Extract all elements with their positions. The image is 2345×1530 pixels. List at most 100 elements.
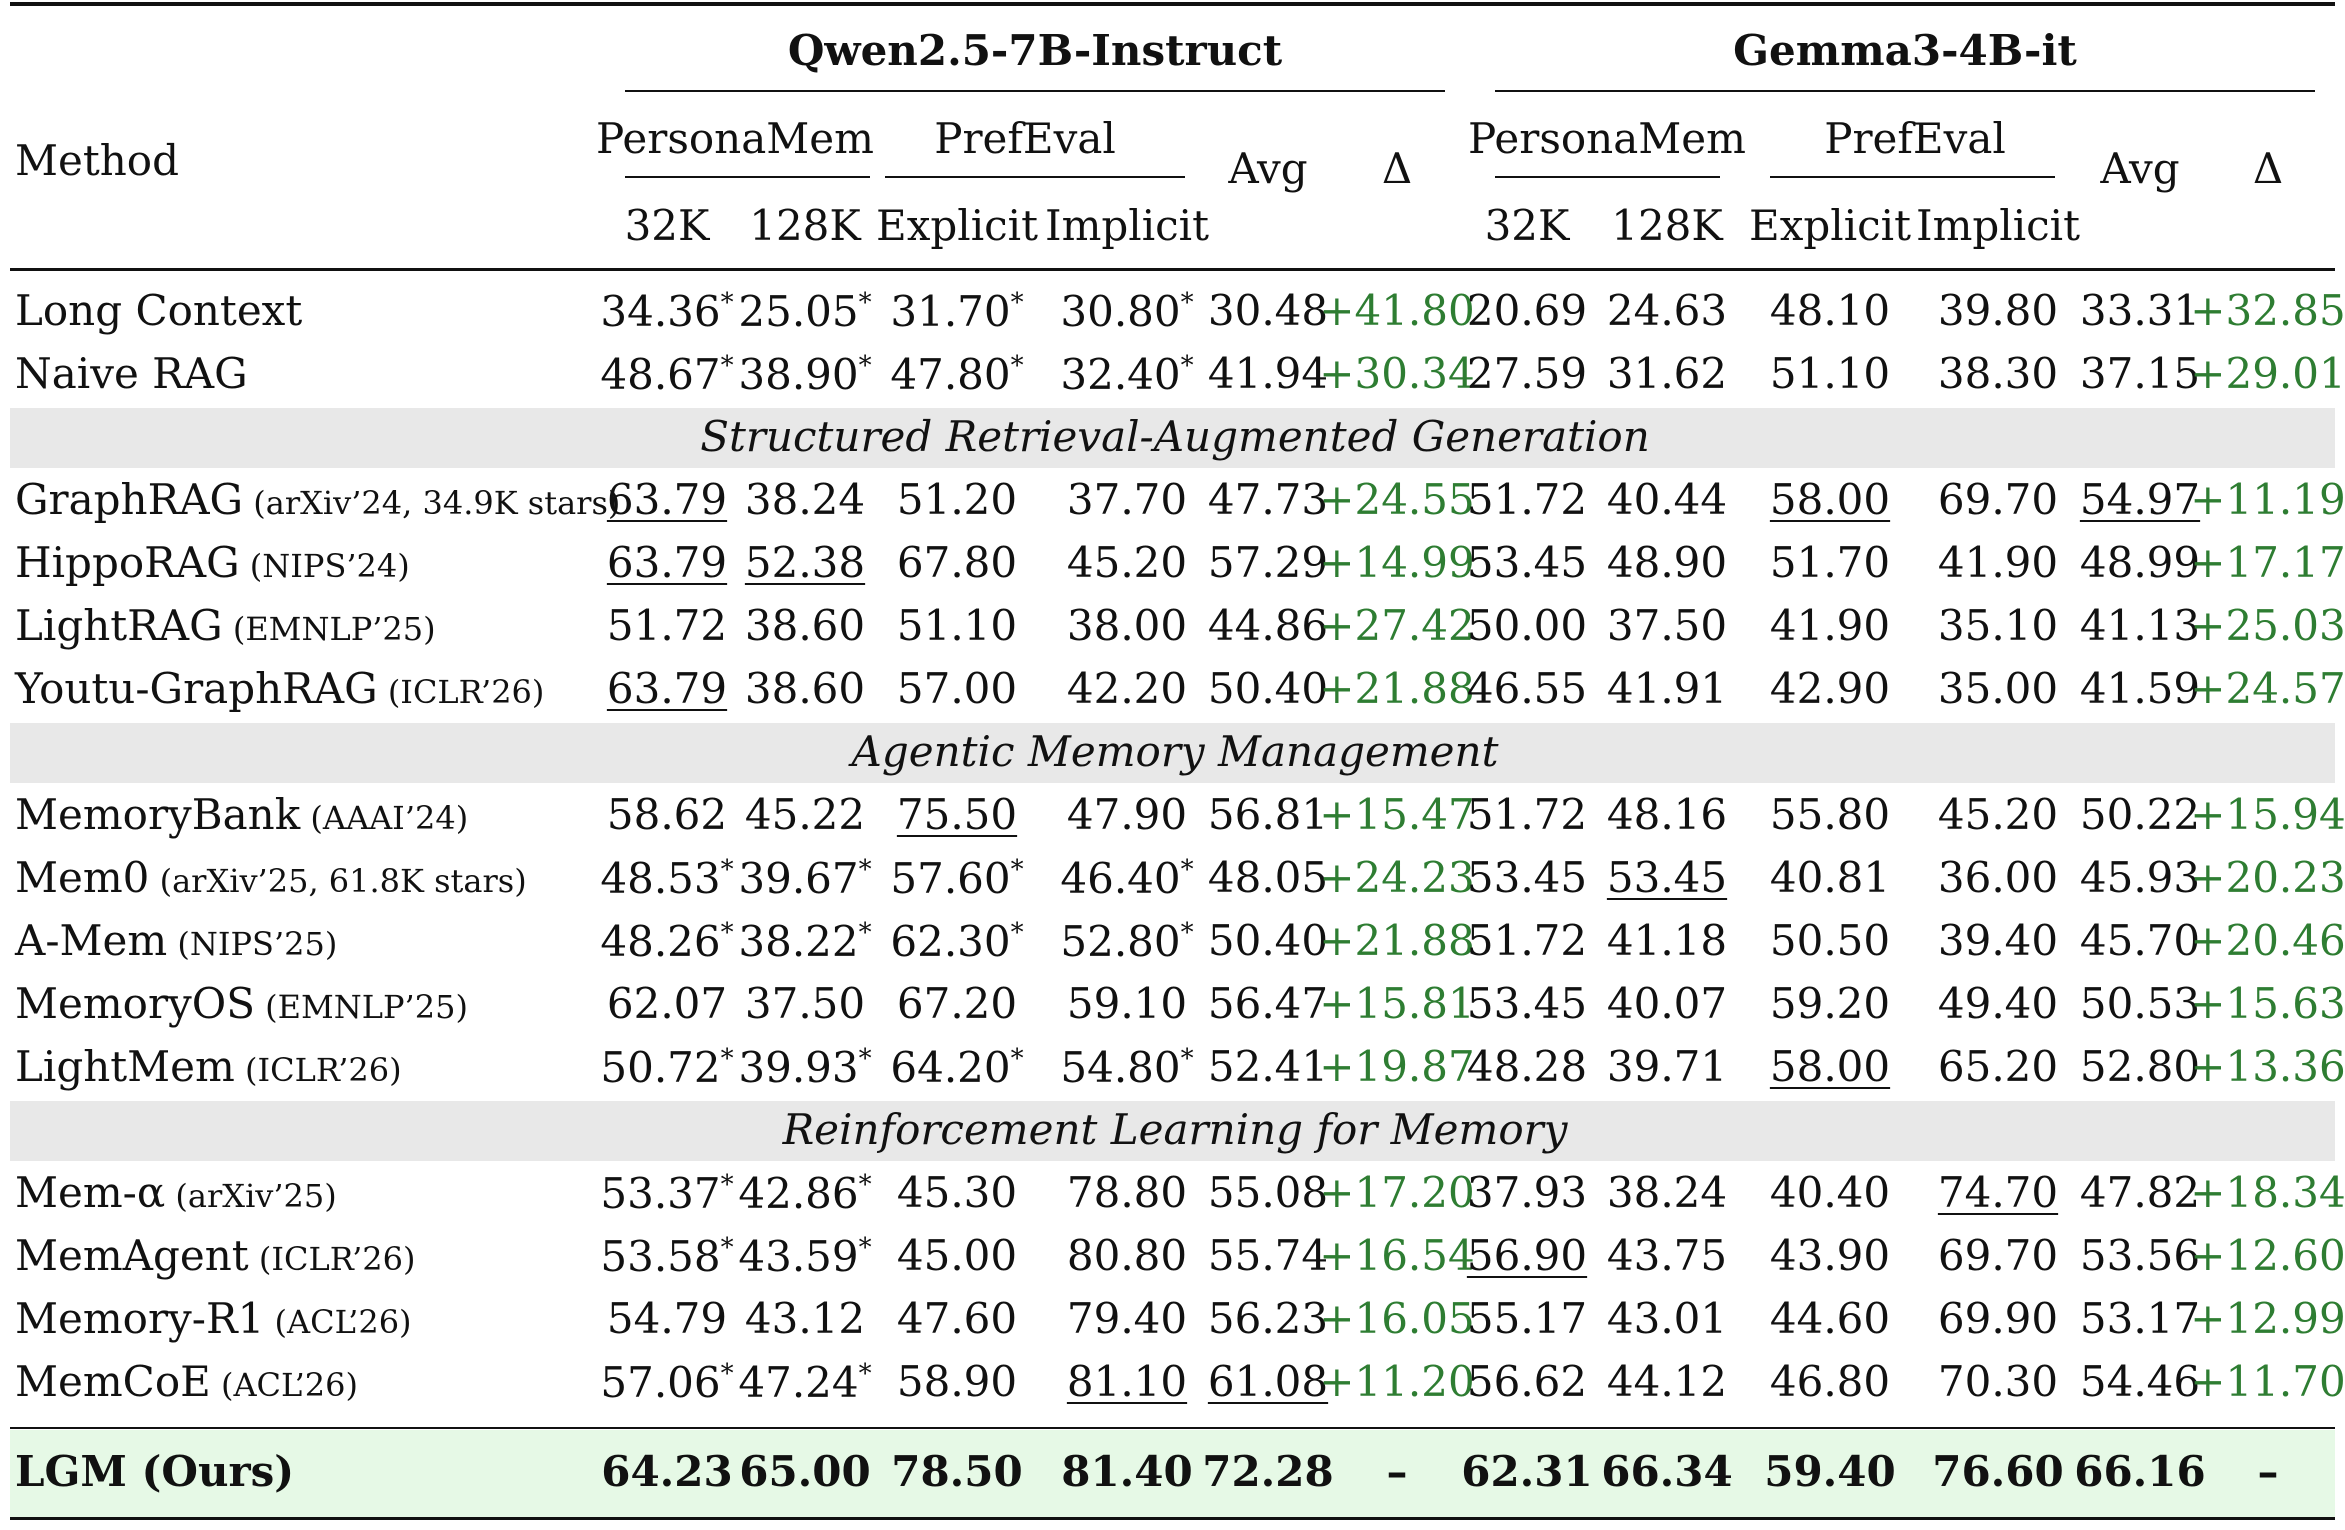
table-cell: 48.16 <box>1607 794 1727 836</box>
method-source: (ACL’26) <box>264 1303 412 1341</box>
method-source: (ICLR’26) <box>234 1051 402 1089</box>
table-cell: 40.07 <box>1607 983 1727 1025</box>
cell-value: 41.94 <box>1207 349 1329 398</box>
method-name: HippoRAG (NIPS’24) <box>15 538 410 587</box>
table-cell: +21.88 <box>1319 668 1474 710</box>
cell-value: 41.91 <box>1606 664 1728 713</box>
cell-value: 37.50 <box>1606 601 1728 650</box>
table-cell: 69.70 <box>1938 1235 2058 1277</box>
table-cell: 53.56 <box>2080 1235 2200 1277</box>
table-cell: 47.90 <box>1067 794 1187 836</box>
ours-cell: – <box>2257 1447 2279 1496</box>
cell-value: 45.30 <box>896 1168 1018 1217</box>
cell-value: 44.12 <box>1606 1357 1728 1406</box>
table-cell: 35.00 <box>1938 668 2058 710</box>
table-cell: 41.18 <box>1607 920 1727 962</box>
table-cell: 39.71 <box>1607 1046 1727 1088</box>
cell-value: 45.20 <box>1066 538 1188 587</box>
cell-value: 51.10 <box>1769 349 1891 398</box>
cell-value: 45.00 <box>896 1231 1018 1280</box>
cell-value: 35.00 <box>1937 664 2059 713</box>
cell-value: 35.10 <box>1937 601 2059 650</box>
cell-value: +20.46 <box>2190 916 2345 965</box>
cell-value: 63.79 <box>606 475 728 524</box>
table-cell: 45.20 <box>1938 794 2058 836</box>
table-cell: 33.31 <box>2080 290 2200 332</box>
table-cell: 46.55 <box>1467 668 1587 710</box>
table-cell: 39.40 <box>1938 920 2058 962</box>
cell-value: 57.29 <box>1207 538 1329 587</box>
table-cell: 75.50 <box>897 794 1017 836</box>
table-cell: +41.80 <box>1319 290 1474 332</box>
star-mark: * <box>1180 288 1194 318</box>
cell-value: 48.28 <box>1466 1042 1588 1091</box>
cell-value: 39.80 <box>1937 286 2059 335</box>
table-cell: 51.10 <box>1770 353 1890 395</box>
star-mark: * <box>1010 1044 1024 1074</box>
cell-value: +11.70 <box>2190 1357 2345 1406</box>
table-cell: +15.47 <box>1319 794 1474 836</box>
cell-value: +15.94 <box>2190 790 2345 839</box>
cell-value: 36.00 <box>1937 853 2059 902</box>
cell-value: 39.93 <box>738 1043 859 1092</box>
table-cell: 46.80 <box>1770 1361 1890 1403</box>
section-band <box>10 1101 2335 1161</box>
ours-cell: 66.34 <box>1601 1447 1733 1496</box>
table-cell: 39.67* <box>738 857 871 900</box>
table-cell: +12.60 <box>2190 1235 2345 1277</box>
table-cell: 65.20 <box>1938 1046 2058 1088</box>
cell-value: 57.00 <box>896 664 1018 713</box>
cell-value: 53.58 <box>600 1232 721 1281</box>
header-group-qwen: Qwen2.5-7B-Instruct <box>787 26 1283 75</box>
ours-cell: 62.31 <box>1461 1447 1593 1496</box>
ours-cell: 64.23 <box>601 1447 733 1496</box>
cell-value: 48.26 <box>600 917 721 966</box>
table-cell: 57.06* <box>600 1361 733 1404</box>
cell-value: 32.40 <box>1060 350 1181 399</box>
cell-value: +24.55 <box>1319 475 1475 524</box>
cell-value: 58.62 <box>606 790 728 839</box>
cell-value: 51.10 <box>896 601 1018 650</box>
table-cell: 63.79 <box>607 479 727 521</box>
method-name: MemoryOS (EMNLP’25) <box>15 979 468 1028</box>
cell-value: 52.80 <box>2079 1042 2201 1091</box>
cell-value: 38.30 <box>1937 349 2059 398</box>
table-cell: 63.79 <box>607 668 727 710</box>
cell-value: +20.23 <box>2190 853 2345 902</box>
cell-value: 42.86 <box>738 1169 859 1218</box>
section-title: Agentic Memory Management <box>851 727 1499 776</box>
cell-value: 48.99 <box>2079 538 2201 587</box>
table-cell: 47.80* <box>890 353 1023 396</box>
table-cell: 51.20 <box>897 479 1017 521</box>
cell-value: 46.40 <box>1060 854 1181 903</box>
cell-value: 48.90 <box>1606 538 1728 587</box>
cell-value: 65.20 <box>1937 1042 2059 1091</box>
star-mark: * <box>720 855 734 885</box>
table-cell: 38.90* <box>738 353 871 396</box>
cell-value: 27.59 <box>1466 349 1588 398</box>
cell-value: 51.70 <box>1769 538 1891 587</box>
table-cell: 79.40 <box>1067 1298 1187 1340</box>
header-avg-qwen: Avg <box>1228 144 1308 193</box>
table-cell: 41.13 <box>2080 605 2200 647</box>
cell-value: 34.36 <box>600 287 721 336</box>
header-personamem-gemma: PersonaMem <box>1468 114 1746 163</box>
section-band <box>10 408 2335 468</box>
table-cell: 37.70 <box>1067 479 1187 521</box>
cell-value: 58.90 <box>896 1357 1018 1406</box>
cell-value: 51.72 <box>1466 916 1588 965</box>
cell-value: 30.80 <box>1060 287 1181 336</box>
cell-value: 37.70 <box>1066 475 1188 524</box>
cell-value: 74.70 <box>1937 1168 2059 1217</box>
cell-value: 50.50 <box>1769 916 1891 965</box>
cell-value: 63.79 <box>606 538 728 587</box>
header-implicit-gemma: Implicit <box>1915 201 2081 250</box>
table-cell: 38.00 <box>1067 605 1187 647</box>
cell-value: 50.40 <box>1207 664 1329 713</box>
header-prefeval-qwen: PrefEval <box>934 114 1116 163</box>
table-cell: 41.90 <box>1770 605 1890 647</box>
cell-value: 47.24 <box>738 1358 859 1407</box>
table-cell: +30.34 <box>1319 353 1474 395</box>
table-cell: 42.90 <box>1770 668 1890 710</box>
cell-value: +15.63 <box>2190 979 2345 1028</box>
